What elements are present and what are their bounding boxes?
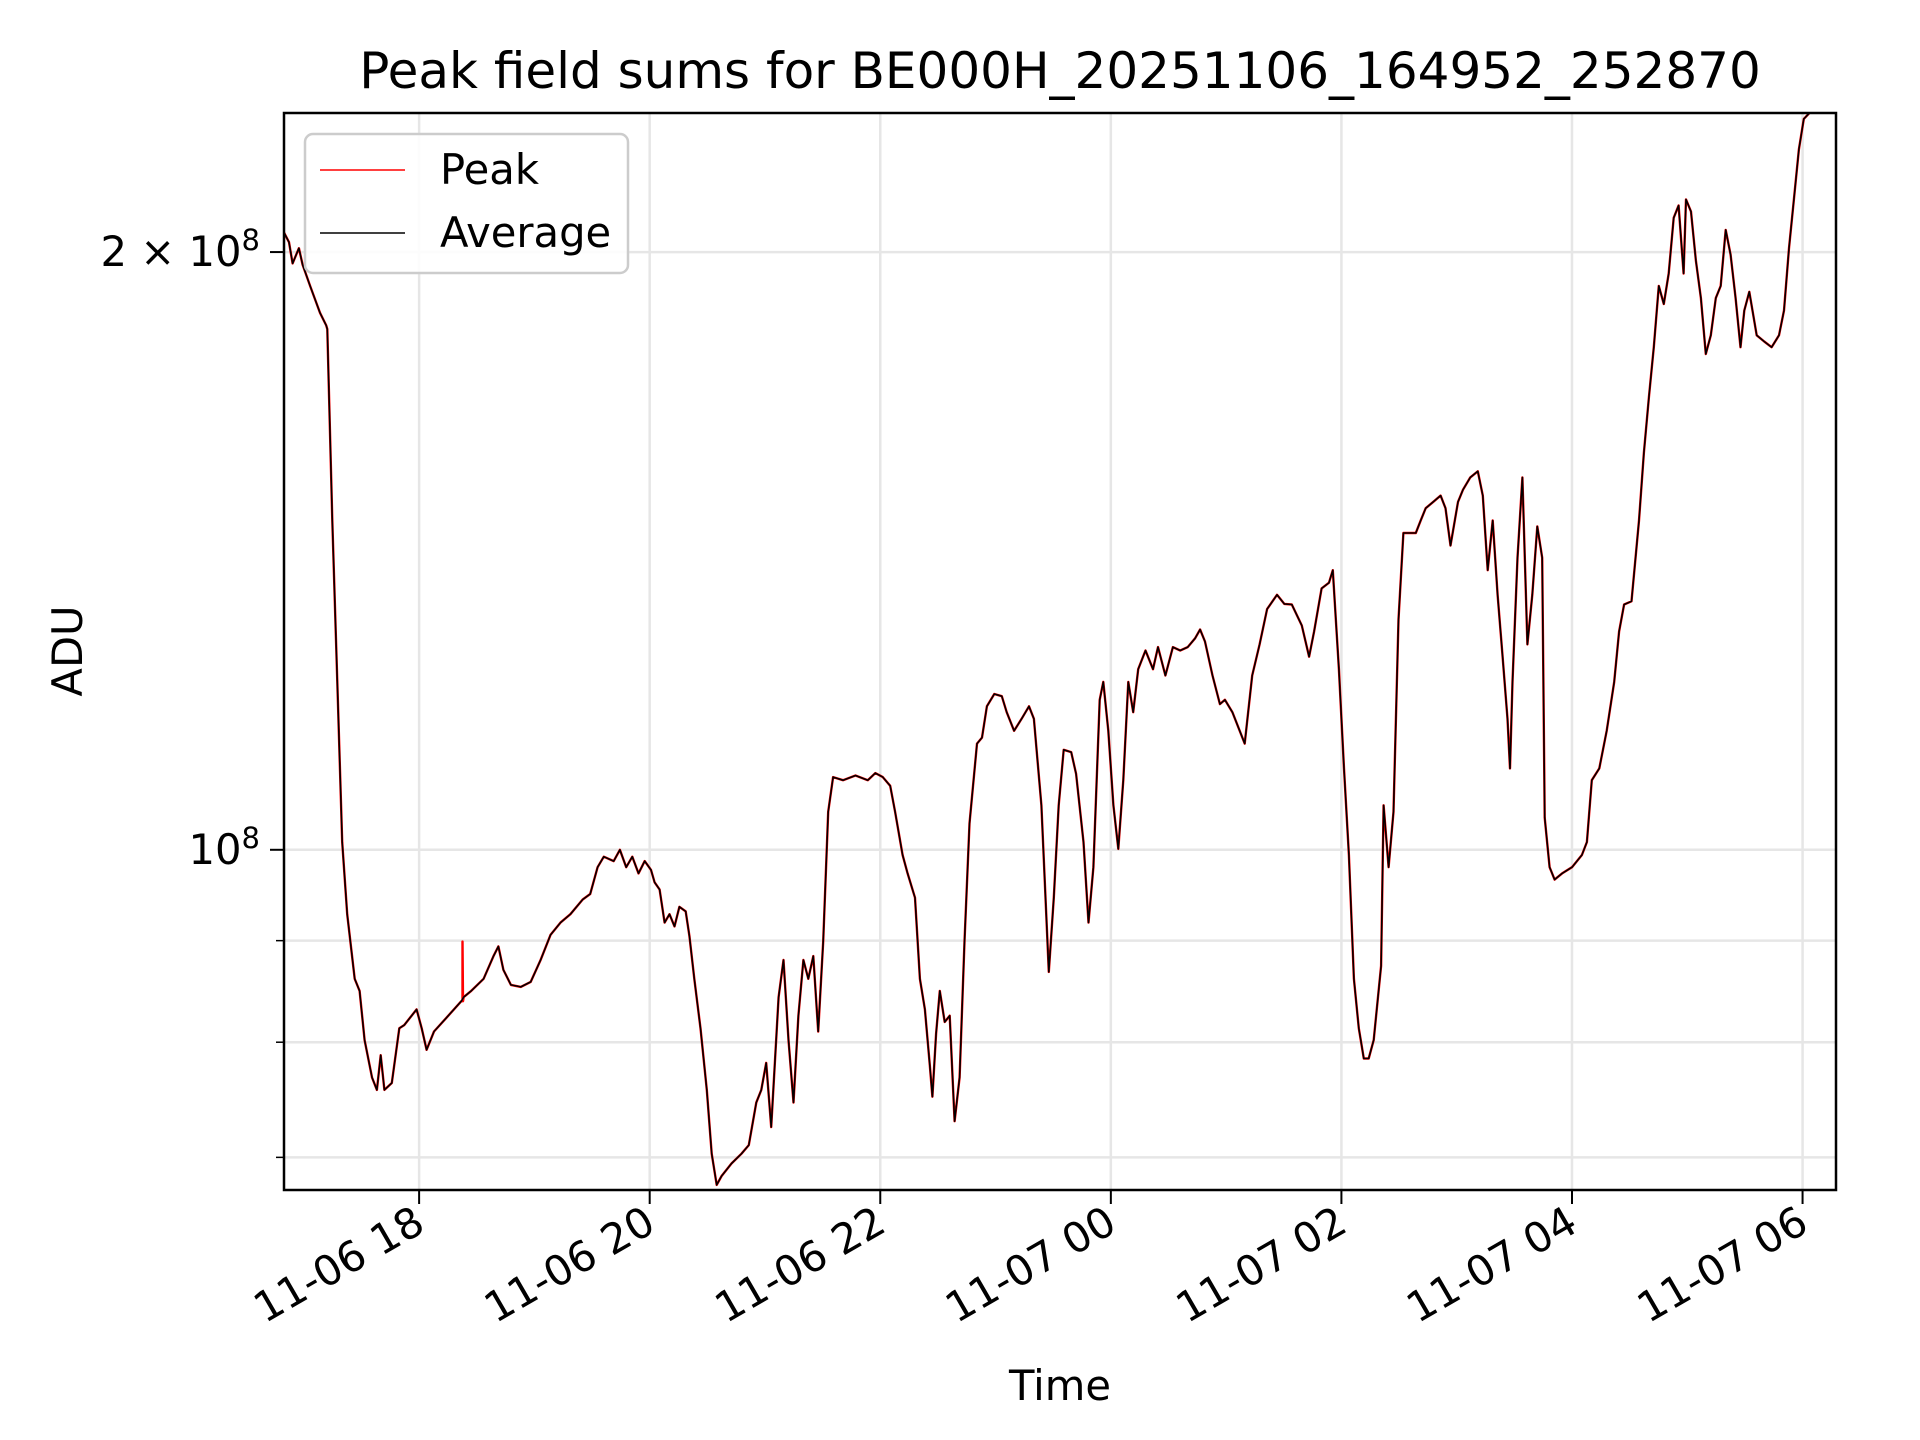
plot-frame <box>282 111 1838 1192</box>
chart-title: Peak field sums for BE000H_20251106_1649… <box>359 42 1761 100</box>
legend-peak-label: Peak <box>440 145 540 194</box>
x-tick-label: 11-07 02 <box>1168 1196 1355 1332</box>
x-axis-ticks: 11-06 18 11-06 20 11-06 22 11-07 00 11-07 02… <box>245 1190 1816 1332</box>
legend-box <box>303 132 630 275</box>
y-axis-ticks: 108 2 × 108 <box>101 223 284 1159</box>
x-tick-label: 11-07 06 <box>1629 1196 1816 1332</box>
x-tick-label: 11-06 22 <box>706 1196 893 1332</box>
x-tick-label: 11-06 18 <box>245 1196 432 1332</box>
x-tick-label: 11-07 00 <box>937 1196 1124 1332</box>
y-tick-label: 2 × 108 <box>101 223 260 276</box>
legend-average-label: Average <box>440 208 611 257</box>
plot-lines <box>284 113 1811 1187</box>
legend: Peak Average <box>303 132 630 275</box>
y-tick-label: 108 <box>189 821 261 874</box>
grid <box>284 113 1836 1190</box>
x-tick-label: 11-07 04 <box>1398 1196 1585 1332</box>
x-axis-label: Time <box>1008 1361 1111 1410</box>
series-line-average <box>284 113 1811 1186</box>
x-tick-label: 11-06 20 <box>476 1196 663 1332</box>
y-axis-label: ADU <box>43 605 92 696</box>
